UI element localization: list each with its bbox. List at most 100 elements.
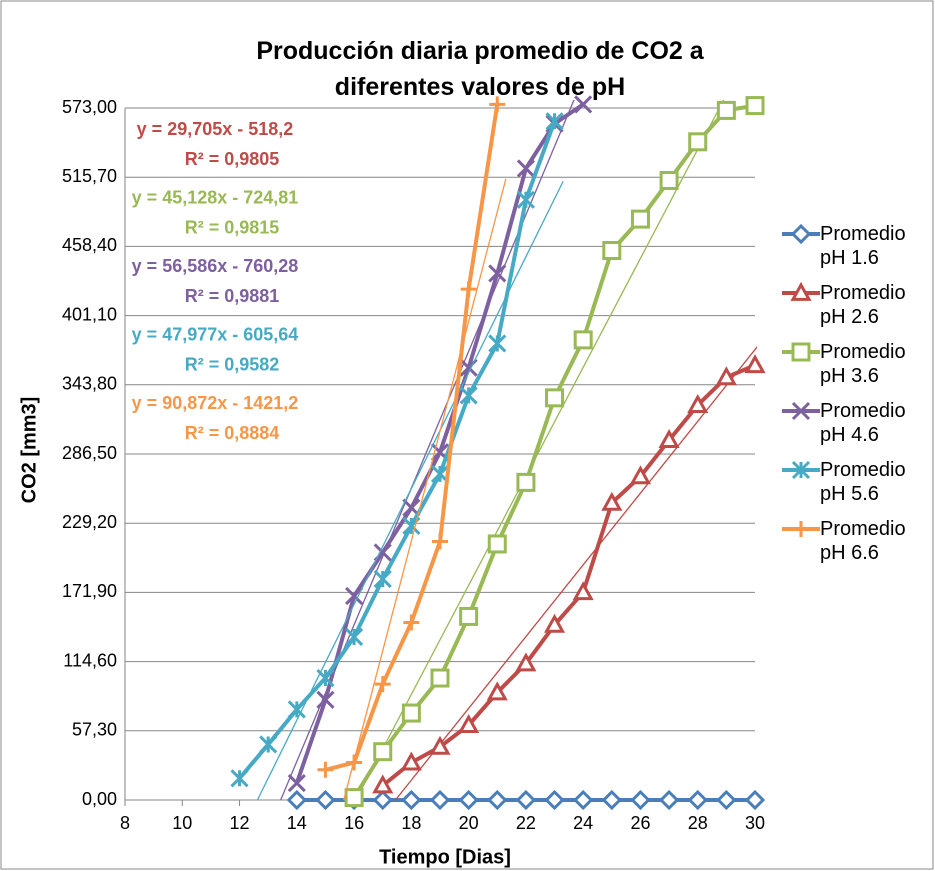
marker bbox=[574, 95, 593, 114]
marker bbox=[489, 96, 506, 113]
trendline-r2: R² = 0,9881 bbox=[185, 286, 280, 306]
marker bbox=[545, 112, 564, 131]
marker bbox=[790, 281, 812, 301]
marker bbox=[791, 401, 811, 421]
x-tick-label: 20 bbox=[459, 813, 479, 833]
legend-label: Promedio pH 3.6 bbox=[820, 341, 906, 387]
y-tick-label: 171,90 bbox=[62, 581, 117, 601]
marker bbox=[659, 170, 679, 190]
trendline-r2: R² = 0,8884 bbox=[185, 423, 280, 443]
marker bbox=[287, 700, 306, 719]
marker bbox=[487, 534, 507, 554]
legend-symbol bbox=[782, 460, 820, 480]
trendline-equation: y = 56,586x - 760,28 bbox=[132, 256, 299, 276]
y-tick-label: 458,40 bbox=[62, 235, 117, 255]
marker bbox=[287, 774, 306, 793]
y-tick-label: 229,20 bbox=[62, 512, 117, 532]
marker bbox=[317, 761, 334, 778]
y-tick-label: 343,80 bbox=[62, 374, 117, 394]
legend-label: Promedio pH 5.6 bbox=[820, 459, 906, 505]
trendline-equation: y = 29,705x - 518,2 bbox=[137, 119, 294, 139]
series-line bbox=[324, 104, 500, 772]
trendline-r2: R² = 0,9805 bbox=[185, 149, 280, 169]
x-tick-label: 26 bbox=[630, 813, 650, 833]
marker bbox=[374, 676, 391, 693]
trendline-equation: y = 45,128x - 724,81 bbox=[132, 187, 299, 207]
x-tick-label: 18 bbox=[401, 813, 421, 833]
trendline-r2: R² = 0,9815 bbox=[185, 217, 280, 237]
legend-label: Promedio pH 4.6 bbox=[820, 400, 906, 446]
marker bbox=[630, 209, 650, 229]
series-line bbox=[352, 103, 756, 799]
x-tick-label: 22 bbox=[516, 813, 536, 833]
marker bbox=[259, 735, 278, 754]
series bbox=[372, 354, 766, 794]
marker bbox=[429, 735, 451, 755]
legend-symbol bbox=[782, 342, 820, 362]
marker bbox=[516, 190, 535, 209]
x-tick-label: 24 bbox=[573, 813, 593, 833]
marker bbox=[744, 354, 766, 374]
legend-label: Promedio pH 1.6 bbox=[820, 223, 906, 269]
y-tick-label: 0,00 bbox=[82, 789, 117, 809]
marker bbox=[430, 668, 450, 688]
x-tick-label: 16 bbox=[344, 813, 364, 833]
y-tick-label: 286,50 bbox=[62, 443, 117, 463]
marker bbox=[372, 789, 393, 811]
marker bbox=[715, 366, 737, 386]
legend-entry: Promedio pH 2.6 bbox=[782, 281, 932, 340]
marker bbox=[487, 789, 508, 811]
x-tick-label: 12 bbox=[230, 813, 250, 833]
marker bbox=[458, 714, 480, 734]
y-axis-label: CO2 [mm3] bbox=[18, 397, 40, 504]
marker bbox=[515, 652, 537, 672]
marker bbox=[316, 668, 335, 688]
marker bbox=[658, 429, 680, 449]
marker bbox=[602, 241, 622, 261]
marker bbox=[460, 281, 477, 298]
chart-title: Producción diaria promedio de CO2 a difer… bbox=[256, 37, 704, 101]
marker bbox=[790, 223, 812, 245]
marker bbox=[429, 789, 451, 811]
marker bbox=[544, 789, 565, 811]
marker bbox=[716, 100, 736, 120]
marker bbox=[345, 627, 364, 647]
trendline-equation: y = 90,872x - 1421,2 bbox=[132, 393, 299, 413]
legend-entry: Promedio pH 5.6 bbox=[782, 458, 932, 517]
marker bbox=[372, 774, 394, 794]
y-tick-label: 401,10 bbox=[62, 304, 117, 324]
marker bbox=[687, 789, 708, 811]
marker bbox=[573, 330, 593, 350]
marker bbox=[601, 491, 623, 511]
y-tick-label: 114,60 bbox=[63, 650, 117, 670]
marker bbox=[658, 789, 680, 811]
series bbox=[317, 96, 506, 778]
marker bbox=[744, 789, 766, 811]
marker bbox=[458, 789, 479, 811]
legend-entry: Promedio pH 3.6 bbox=[782, 340, 932, 399]
series bbox=[286, 789, 766, 811]
marker bbox=[400, 751, 422, 771]
x-tick-label: 14 bbox=[287, 813, 307, 833]
legend-entry: Promedio pH 4.6 bbox=[782, 399, 932, 458]
marker bbox=[345, 586, 364, 605]
x-tick-label: 8 bbox=[120, 813, 130, 833]
trendline bbox=[355, 100, 725, 801]
trendline-equation: y = 47,977x - 605,64 bbox=[132, 324, 299, 344]
x-axis-label: Tiempo [Dias] bbox=[379, 846, 511, 868]
marker bbox=[543, 613, 566, 633]
marker bbox=[401, 789, 422, 811]
marker bbox=[230, 769, 249, 788]
legend-label: Promedio pH 6.6 bbox=[820, 518, 906, 564]
marker bbox=[573, 789, 594, 811]
marker bbox=[316, 690, 335, 709]
legend-label: Promedio pH 2.6 bbox=[820, 282, 906, 328]
marker bbox=[516, 472, 536, 492]
marker bbox=[286, 789, 307, 811]
legend-symbol bbox=[782, 521, 820, 537]
marker bbox=[601, 789, 622, 811]
marker bbox=[791, 342, 811, 362]
